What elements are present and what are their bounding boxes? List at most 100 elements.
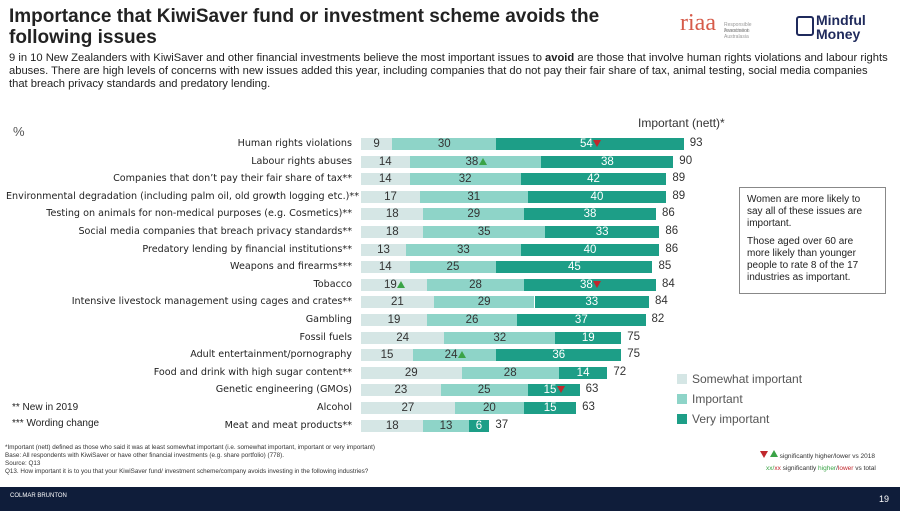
bar-segment: 40 — [527, 190, 667, 203]
up-triangle-icon — [769, 450, 778, 457]
bar-segment: 28 — [426, 278, 525, 291]
total-value: 86 — [665, 242, 679, 255]
bar-segment: 30 — [392, 138, 497, 150]
data-label: 13 — [377, 243, 390, 256]
data-label: 30 — [437, 138, 451, 150]
riaa-subtitle-1: Responsible Investment — [724, 22, 752, 34]
total-value: 89 — [672, 172, 686, 185]
page-number: 19 — [878, 494, 889, 504]
legend-swatch-important — [677, 394, 687, 404]
data-label: 29 — [467, 208, 481, 221]
bar-segment: 38 — [524, 208, 656, 221]
up-triangle-icon — [457, 351, 466, 359]
page-title: Importance that KiwiSaver fund or invest… — [9, 6, 600, 48]
mindful-money-logo: Mindful Money — [796, 12, 891, 42]
data-label: 38 — [465, 155, 479, 168]
bar-segment: 42 — [520, 173, 667, 186]
data-label: 19 — [387, 314, 401, 326]
category-label: Food and drink with high sugar content** — [153, 366, 352, 378]
total-value: 86 — [661, 207, 675, 220]
data-label: 33 — [456, 243, 470, 256]
bar-segment: 32 — [409, 173, 521, 186]
down-triangle-icon — [556, 386, 565, 394]
data-label: 40 — [590, 190, 604, 203]
data-label: 14 — [576, 366, 590, 379]
bar-segment: 25 — [440, 384, 528, 397]
bar-segment: 14 — [361, 155, 410, 168]
bar-segment: 13 — [423, 419, 469, 432]
data-label: 38 — [580, 278, 593, 291]
data-label: 15 — [380, 349, 394, 362]
total-value: 86 — [665, 225, 679, 237]
unit-label: % — [13, 124, 25, 139]
category-label: Labour rights abuses — [251, 155, 352, 167]
note-women: Women are more likely to say all of thes… — [747, 194, 863, 229]
up-triangle-icon — [396, 280, 405, 288]
legend-important: Important — [677, 392, 743, 406]
data-label: 9 — [373, 138, 380, 150]
footnotes: *Important (nett) defined as those who s… — [5, 444, 725, 476]
significance-key-2018: significantly higher/lower vs 2018 — [760, 450, 875, 460]
category-label: Testing on animals for non-medical purpo… — [46, 208, 352, 220]
riaa-wordmark: riaa — [680, 10, 716, 36]
data-label: 33 — [585, 296, 599, 309]
data-label: 24 — [396, 331, 410, 344]
data-label: 29 — [404, 366, 418, 379]
total-value: 63 — [582, 401, 595, 413]
bar-segment: 24 — [361, 331, 445, 344]
bar-segment: 29 — [361, 366, 462, 379]
data-label: 18 — [385, 419, 399, 432]
data-label: 45 — [568, 261, 581, 274]
bar-segment: 26 — [426, 314, 518, 326]
total-header: Important (nett)* — [638, 116, 725, 130]
total-value: 75 — [627, 330, 641, 343]
note-age: Those aged over 60 are more likely than … — [747, 236, 859, 283]
data-label: 21 — [391, 296, 404, 309]
data-label: 18 — [385, 226, 399, 238]
bar-segment: 18 — [361, 226, 424, 238]
data-label: 32 — [493, 331, 507, 344]
data-label: 26 — [465, 314, 479, 326]
data-label: 15 — [543, 384, 557, 397]
bar-segment: 37 — [517, 314, 646, 326]
bar-segment: 45 — [496, 261, 653, 274]
bar-segment: 15 — [524, 402, 577, 414]
total-value: 75 — [627, 348, 641, 361]
data-label: 17 — [384, 190, 397, 203]
category-label: Human rights violations — [237, 138, 352, 149]
bar-segment: 24 — [413, 349, 497, 362]
total-value: 89 — [672, 189, 686, 202]
new-2019-note: ** New in 2019 — [12, 402, 79, 413]
bar-segment: 33 — [544, 226, 660, 238]
bar-segment: 14 — [361, 173, 410, 186]
legend-very: Very important — [677, 412, 769, 426]
bar-segment: 19 — [555, 331, 622, 344]
category-label: Genetic engineering (GMOs) — [215, 384, 352, 396]
footnote-3: Source: Q13 — [5, 460, 41, 467]
data-label: 18 — [385, 208, 399, 221]
data-label: 28 — [469, 278, 482, 291]
bar-segment: 14 — [361, 261, 410, 274]
mm-line2: Money — [816, 26, 861, 42]
data-label: 54 — [580, 138, 593, 150]
data-label: 36 — [552, 349, 566, 362]
riaa-subtitle-2: Association Australasia — [724, 28, 750, 40]
data-label: 23 — [394, 384, 408, 397]
down-triangle-icon — [593, 140, 602, 147]
category-label: Predatory lending by financial instituti… — [142, 243, 352, 255]
bar-segment: 35 — [423, 226, 545, 238]
category-label: Environmental degradation (including pal… — [6, 190, 359, 202]
footnote-1: *Important (nett) defined as those who s… — [5, 444, 375, 451]
data-label: 13 — [439, 419, 453, 432]
data-label: 14 — [378, 173, 392, 186]
bar-segment: 32 — [444, 331, 556, 344]
data-label: 20 — [482, 402, 496, 414]
category-label: Gambling — [305, 314, 352, 325]
bar-segment: 21 — [361, 296, 434, 309]
category-label: Tobacco — [313, 278, 353, 290]
significance-key-total: xx/xx significantly higher/lower vs tota… — [766, 465, 876, 472]
data-label: 42 — [587, 173, 600, 186]
data-label: 28 — [503, 366, 517, 379]
total-value: 82 — [651, 313, 665, 325]
bar-segment: 19 — [361, 278, 427, 291]
